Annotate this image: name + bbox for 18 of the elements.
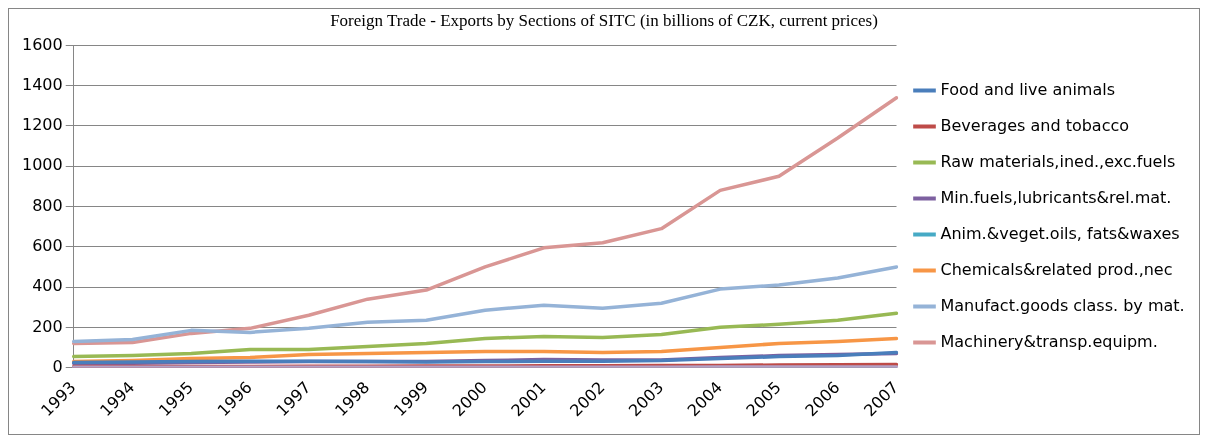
legend-label: Machinery&transp.equipm. <box>940 331 1158 351</box>
legend-label: Food and live animals <box>940 79 1115 99</box>
legend-label: Anim.&veget.oils, fats&waxes <box>940 223 1180 243</box>
y-tick-label: 800 <box>32 195 63 215</box>
y-tick-label: 1200 <box>22 115 63 135</box>
y-tick-label: 200 <box>32 316 63 336</box>
legend-label: Min.fuels,lubricants&rel.mat. <box>940 187 1172 207</box>
legend-label: Manufact.goods class. by mat. <box>940 295 1185 315</box>
y-tick-label: 400 <box>32 276 63 296</box>
y-tick-label: 600 <box>32 235 63 255</box>
legend-label: Beverages and tobacco <box>940 115 1130 135</box>
y-tick-label: 1400 <box>22 74 63 94</box>
y-tick-label: 0 <box>52 356 63 376</box>
y-tick-label: 1000 <box>22 155 63 175</box>
chart-title: Foreign Trade - Exports by Sections of SITC (in billions of CZK, current prices) <box>330 10 878 30</box>
legend-label: Chemicals&related prod.,nec <box>940 259 1173 279</box>
y-tick-label: 1600 <box>22 34 63 54</box>
legend-label: Raw materials,ined.,exc.fuels <box>940 151 1176 171</box>
